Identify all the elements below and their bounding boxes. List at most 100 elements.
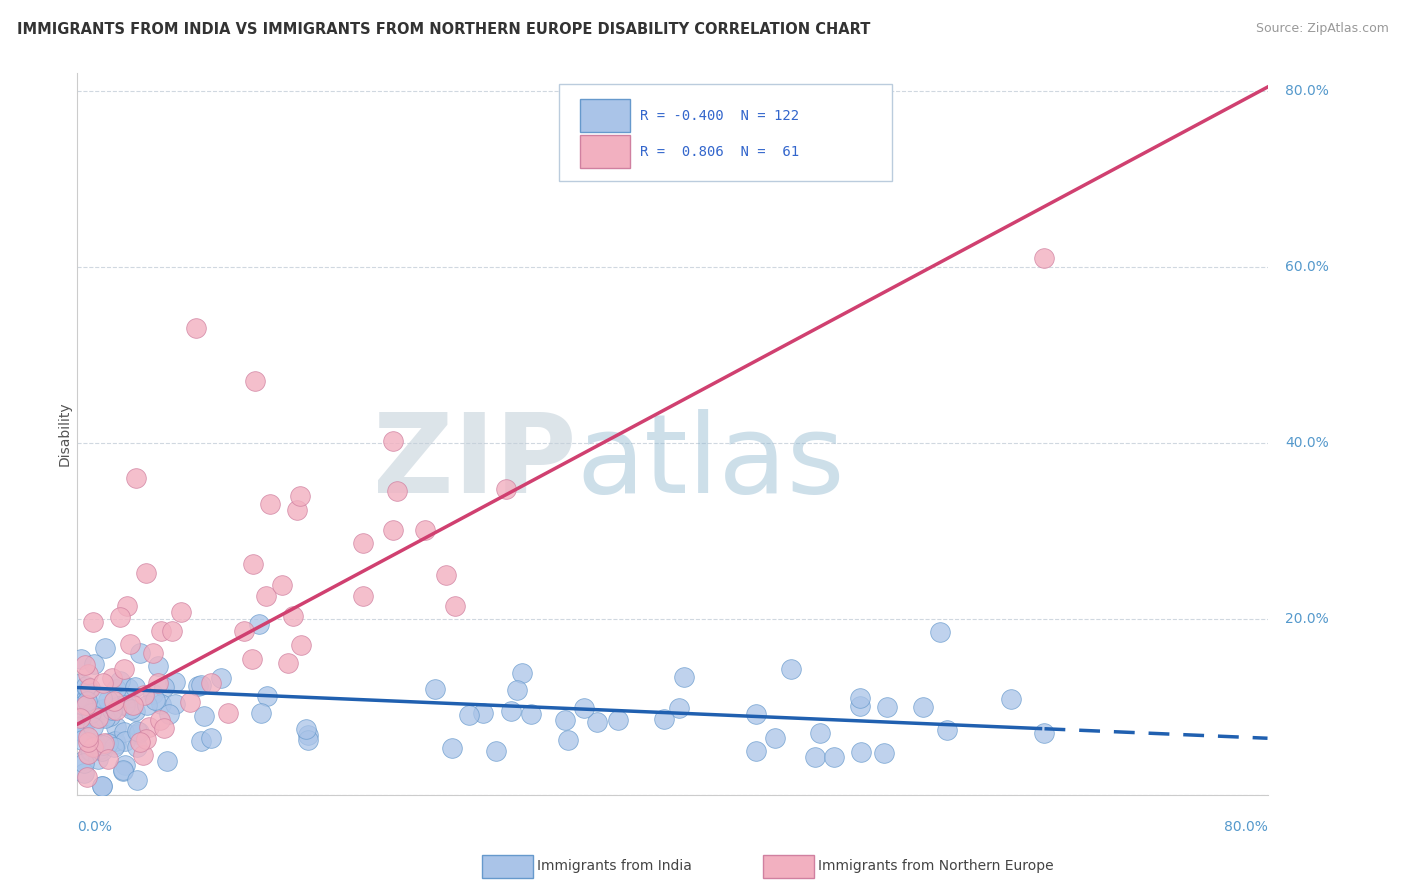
Point <box>190 733 212 747</box>
Point <box>121 698 143 712</box>
Text: 40.0%: 40.0% <box>1285 436 1329 450</box>
Point <box>242 652 264 666</box>
Point <box>1032 726 1054 740</box>
Point <box>80 710 103 724</box>
Point <box>803 750 825 764</box>
Point <box>115 599 138 613</box>
FancyBboxPatch shape <box>581 135 630 169</box>
Point <box>69 711 91 725</box>
Point <box>118 637 141 651</box>
Point <box>117 691 139 706</box>
Point <box>70 652 93 666</box>
Point <box>67 676 90 690</box>
Point <box>153 721 176 735</box>
Point <box>382 523 405 537</box>
Point <box>288 489 311 503</box>
Point <box>440 740 463 755</box>
Point <box>190 678 212 692</box>
Point <box>471 706 494 720</box>
Point <box>169 605 191 619</box>
Point <box>911 699 934 714</box>
Point <box>104 703 127 717</box>
Point <box>165 675 187 690</box>
Point <box>179 696 201 710</box>
Point <box>82 740 104 755</box>
Point <box>149 697 172 711</box>
Point <box>128 726 150 740</box>
Point <box>352 589 374 603</box>
Point <box>485 744 508 758</box>
Point <box>79 744 101 758</box>
Point <box>114 698 136 712</box>
Point <box>668 700 690 714</box>
Point <box>935 723 957 738</box>
Point <box>73 657 96 672</box>
Text: Immigrants from India: Immigrants from India <box>537 859 692 873</box>
Point <box>163 697 186 711</box>
Point <box>73 725 96 739</box>
Point <box>67 693 90 707</box>
Point <box>780 662 803 676</box>
Point <box>75 692 97 706</box>
Point <box>808 726 831 740</box>
Point <box>586 714 609 729</box>
Point <box>91 691 114 706</box>
Point <box>91 702 114 716</box>
Point <box>1000 692 1022 706</box>
Point <box>107 699 129 714</box>
Point <box>506 682 529 697</box>
Point <box>89 742 111 756</box>
Point <box>135 732 157 747</box>
Point <box>69 715 91 730</box>
Point <box>86 711 108 725</box>
Point <box>83 657 105 671</box>
Point <box>245 374 267 388</box>
Point <box>127 773 149 788</box>
Point <box>75 698 97 712</box>
Point <box>117 681 139 696</box>
Point <box>200 676 222 690</box>
Point <box>149 713 172 727</box>
Point <box>73 756 96 770</box>
Point <box>105 720 128 734</box>
Point <box>97 736 120 750</box>
Point <box>89 737 111 751</box>
Text: 80.0%: 80.0% <box>1223 820 1268 834</box>
Point <box>557 732 579 747</box>
Point <box>184 321 207 335</box>
Point <box>112 662 135 676</box>
Point <box>100 700 122 714</box>
Text: 80.0%: 80.0% <box>1285 84 1329 97</box>
Point <box>150 624 173 638</box>
Point <box>242 557 264 571</box>
Point <box>413 523 436 537</box>
Point <box>89 711 111 725</box>
Point <box>823 750 845 764</box>
Point <box>93 641 115 656</box>
Text: 20.0%: 20.0% <box>1285 612 1329 626</box>
Point <box>193 708 215 723</box>
Point <box>91 738 114 752</box>
Point <box>1033 251 1056 265</box>
FancyBboxPatch shape <box>581 99 630 132</box>
Point <box>745 706 768 721</box>
Point <box>148 659 170 673</box>
Point <box>434 568 457 582</box>
Point <box>75 715 97 730</box>
Point <box>73 753 96 767</box>
Point <box>120 702 142 716</box>
Point <box>80 744 103 758</box>
Point <box>108 673 131 688</box>
Point <box>104 733 127 747</box>
Point <box>554 713 576 727</box>
Point <box>94 711 117 725</box>
Point <box>80 706 103 721</box>
Point <box>495 482 517 496</box>
Point <box>849 691 872 706</box>
Point <box>132 747 155 762</box>
Point <box>281 609 304 624</box>
Point <box>247 617 270 632</box>
Text: R =  0.806  N =  61: R = 0.806 N = 61 <box>640 145 799 159</box>
Point <box>200 731 222 745</box>
Point <box>100 708 122 723</box>
